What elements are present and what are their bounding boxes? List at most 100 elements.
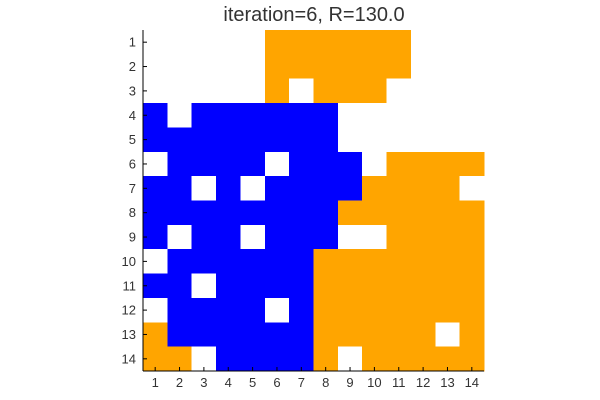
grid-cells (143, 30, 485, 372)
grid-cell (337, 103, 363, 129)
grid-cell (313, 30, 339, 55)
grid-cell (167, 322, 193, 348)
grid-cell (143, 127, 168, 153)
y-tick-label: 11 (123, 278, 137, 293)
grid-cell (240, 151, 266, 177)
grid-cell (410, 297, 436, 323)
grid-cell (240, 30, 266, 55)
grid-cell (313, 78, 339, 104)
grid-cell (167, 78, 193, 104)
grid-cell (435, 127, 461, 153)
grid-cell (362, 103, 388, 129)
grid-cell (386, 30, 412, 55)
grid-cell (362, 200, 388, 226)
grid-cell (313, 127, 339, 153)
grid-cell (362, 297, 388, 323)
grid-cell (337, 176, 363, 202)
grid-cell (240, 54, 266, 80)
grid-cell (191, 273, 217, 299)
grid-cell (191, 151, 217, 177)
y-tick-label: 7 (129, 181, 136, 196)
grid-cell (435, 249, 461, 275)
grid-cell (289, 273, 315, 299)
grid-cell (313, 200, 339, 226)
grid-cell (289, 54, 315, 80)
grid-cell (386, 78, 412, 104)
grid-cell (435, 30, 461, 55)
grid-cell (289, 176, 315, 202)
grid-cell (191, 78, 217, 104)
grid-cell (435, 200, 461, 226)
grid-cell (143, 30, 168, 55)
grid-cell (435, 78, 461, 104)
x-tick-label: 6 (273, 375, 280, 390)
grid-cell (337, 127, 363, 153)
x-tick-label: 12 (416, 375, 430, 390)
y-tick-label: 6 (129, 156, 136, 171)
grid-cell (191, 127, 217, 153)
grid-cell (191, 224, 217, 250)
grid-cell (459, 78, 485, 104)
y-tick-label: 12 (122, 303, 136, 318)
y-tick-label: 14 (122, 351, 136, 366)
y-tick-label: 4 (129, 108, 136, 123)
grid-cell (264, 297, 290, 323)
grid-cell (240, 78, 266, 104)
grid-cell (435, 224, 461, 250)
grid-cell (191, 103, 217, 129)
grid-cell (240, 249, 266, 275)
grid-cell (289, 200, 315, 226)
grid-cell (410, 78, 436, 104)
grid-cell (167, 103, 193, 129)
y-tick-label: 2 (129, 59, 136, 74)
grid-cell (240, 103, 266, 129)
grid-cell (313, 273, 339, 299)
grid-cell (289, 297, 315, 323)
grid-cell (435, 54, 461, 80)
grid-cell (362, 273, 388, 299)
y-tick-label: 8 (129, 205, 136, 220)
grid-cell (337, 273, 363, 299)
grid-cell (167, 273, 193, 299)
grid-axes (142, 30, 484, 372)
grid-cell (191, 200, 217, 226)
grid-cell (264, 224, 290, 250)
x-tick-label: 11 (392, 375, 406, 390)
grid-cell (313, 103, 339, 129)
grid-cell (337, 322, 363, 348)
grid-cell (191, 54, 217, 80)
y-tick-label: 5 (129, 132, 136, 147)
y-tick-label: 3 (129, 83, 136, 98)
grid-cell (216, 297, 242, 323)
x-tick-label: 3 (200, 375, 207, 390)
grid-cell (143, 103, 168, 129)
grid-cell (264, 322, 290, 348)
grid-cell (289, 322, 315, 348)
grid-cell (362, 249, 388, 275)
grid-cell (435, 297, 461, 323)
grid-cell (167, 224, 193, 250)
grid-cell (386, 200, 412, 226)
grid-cell (435, 273, 461, 299)
grid-cell (410, 103, 436, 129)
grid-cell (386, 224, 412, 250)
grid-cell (313, 322, 339, 348)
y-tick-label: 13 (122, 327, 136, 342)
grid-cell (410, 176, 436, 202)
grid-cell (337, 54, 363, 80)
grid-cell (167, 30, 193, 55)
grid-cell (459, 127, 485, 153)
grid-cell (386, 54, 412, 80)
grid-cell (167, 297, 193, 323)
grid-cell (240, 297, 266, 323)
grid-cell (459, 176, 485, 202)
grid-cell (240, 127, 266, 153)
grid-cell (386, 151, 412, 177)
grid-cell (216, 127, 242, 153)
grid-cell (216, 30, 242, 55)
grid-cell (216, 54, 242, 80)
grid-cell (337, 224, 363, 250)
grid-cell (459, 273, 485, 299)
grid-cell (386, 249, 412, 275)
